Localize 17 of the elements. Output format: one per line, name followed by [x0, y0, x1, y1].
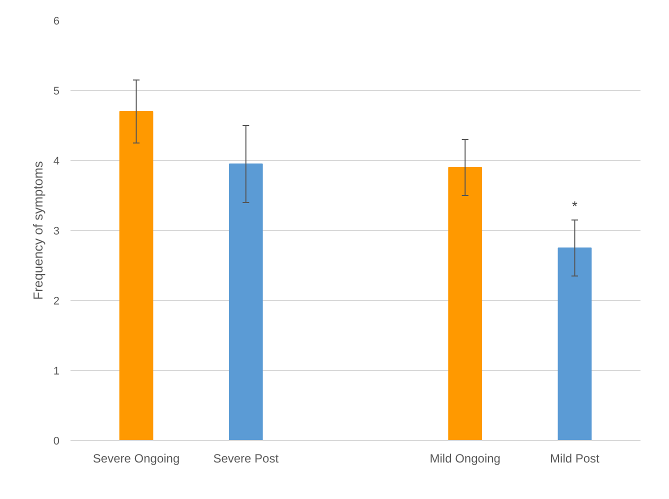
y-tick-label: 3: [53, 226, 60, 238]
y-tick-label: 0: [53, 436, 60, 448]
bar: [228, 164, 263, 440]
x-tick-label: Mild Ongoing: [430, 452, 500, 466]
bar: [558, 248, 592, 440]
x-tick-label: Mild Post: [550, 452, 600, 466]
y-tick-label: 2: [53, 296, 60, 308]
x-tick-label: Severe Ongoing: [92, 452, 180, 466]
x-tick-label: Severe Post: [213, 452, 280, 466]
bar: [448, 167, 482, 440]
y-tick-label: 4: [53, 156, 60, 168]
bar: [119, 111, 154, 440]
y-tick-label: 5: [53, 86, 60, 98]
y-axis-title: Frequency of symptoms: [30, 160, 46, 300]
annotation: *: [572, 198, 578, 214]
y-tick-label: 1: [53, 366, 60, 378]
y-tick-label: 6: [53, 16, 60, 28]
